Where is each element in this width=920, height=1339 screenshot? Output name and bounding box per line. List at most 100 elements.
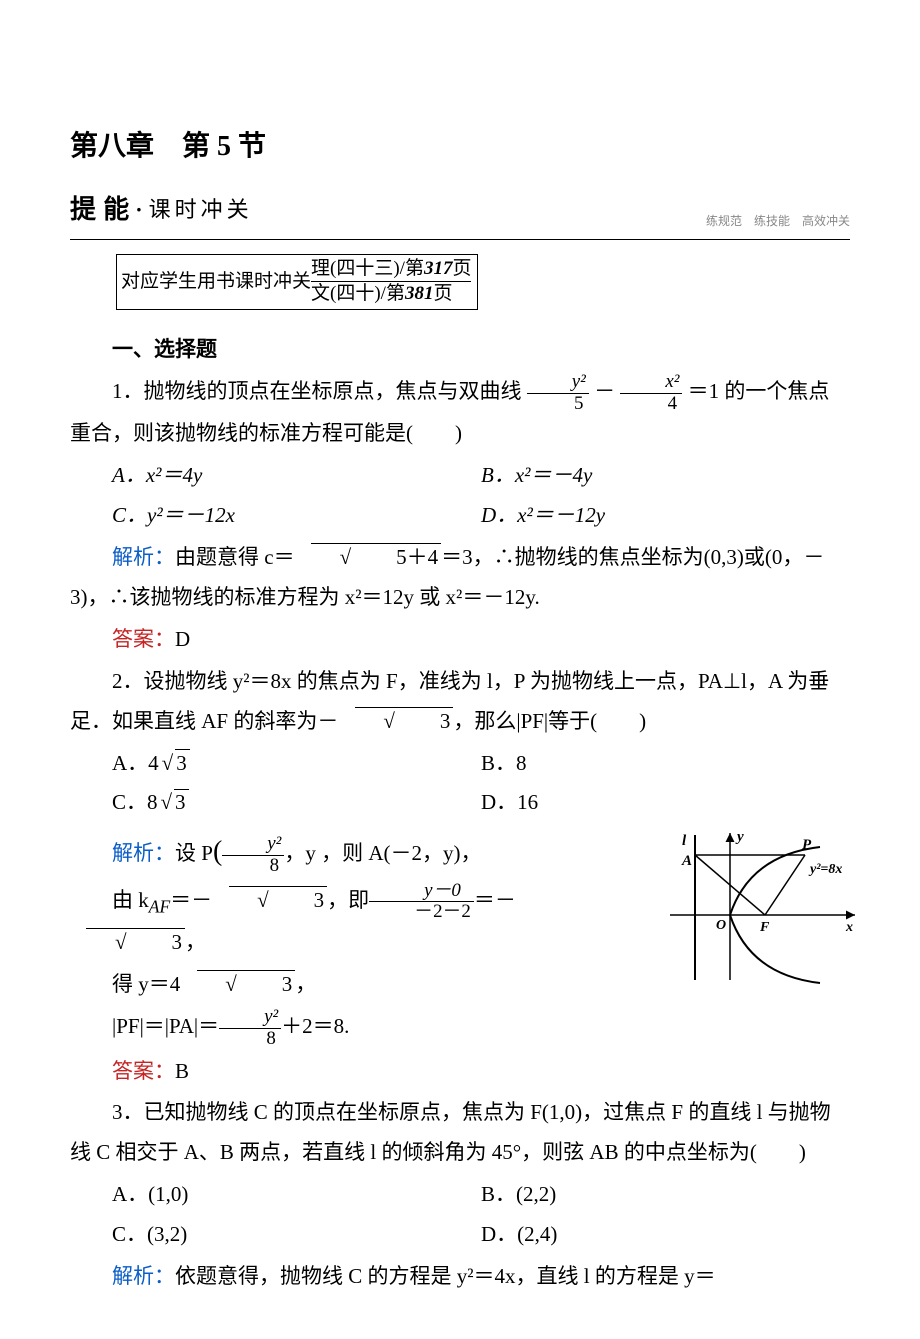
q1-ans-1: 由题意得 c＝ [175,545,295,569]
q2-analysis-l2: 由 kAF＝－3，即y－0－2－2＝－3， [70,881,610,963]
q2-pfnum: y² [219,1007,281,1029]
q2-ans-e: ，即 [327,888,369,912]
q2-optC: C．8 [112,790,158,814]
q3-ans: 依题意得，抛物线 C 的方程是 y²＝4x，直线 l 的方程是 y＝ [175,1264,716,1288]
q2-ans-g: ， [185,930,206,954]
label-x: x [845,920,853,935]
q3-options-row1: A．(1,0) B．(2,2) [112,1175,850,1215]
parabola-upper [730,847,820,915]
chapter-title: 第八章 第 5 节 [70,120,850,173]
q2-frac-pf: y²8 [219,1007,281,1050]
ref-p2: 381 [405,283,434,304]
section-1-title: 一、选择题 [70,330,850,370]
q2-pden: 8 [222,856,284,877]
parabola-figure: l y A P y²=8x O F x [660,825,860,985]
q2-analysis-l3: 得 y＝43， [70,965,610,1005]
ref-p1: 317 [424,258,453,279]
header-right: 练规范 练技能 高效冲关 [706,210,850,235]
q2-pfden: 8 [219,1029,281,1050]
q2-stem-2: ，那么|PF|等于( ) [453,709,646,733]
q1-minus: － [594,379,615,403]
q2-pf1: |PF|＝|PA|＝ [112,1014,219,1038]
q1-frac2: x² 4 [620,372,682,415]
q2-ans-d: ＝－ [170,888,212,912]
q2-final: 答案：B [70,1052,610,1092]
q2-ans-b: ，y ，则 A(－2，y)， [284,841,481,865]
q2-stem: 2．设抛物线 y²＝8x 的焦点为 F，准线为 l，P 为抛物线上一点，PA⊥l… [70,662,850,742]
q1-final: 答案：D [70,620,850,660]
label-O: O [716,918,726,933]
q2-ans-i: ， [295,972,316,996]
sqrt-icon: 3 [159,744,190,784]
q1-optA: A．x²＝4y [112,463,202,487]
ref-prefix: 对应学生用书课时冲关 [121,264,311,300]
q3-optB: B．(2,2) [481,1182,556,1206]
q2-optB: B．8 [481,751,527,775]
q1-frac1: y² 5 [527,372,589,415]
q1-ans-label: 解析： [112,545,175,569]
ref-l1c: 页 [452,258,471,279]
header-left: 提 能 · 课时冲关 [70,185,706,234]
q2-sub: AF [149,896,170,916]
q2-kden: －2－2 [369,902,474,923]
q2-options-row2: C．83 D．16 [112,783,850,823]
q2-analysis-l1: 解析：设 P(y²8，y ，则 A(－2，y)， [70,825,610,878]
sqrt-icon: 3 [70,923,185,963]
parabola-lower [730,915,820,983]
q1-optD: D．x²＝－12y [481,503,605,527]
q1-stem-1: 1．抛物线的顶点在坐标原点，焦点与双曲线 [112,379,522,403]
dot: · [135,189,142,231]
q2-optA: A．4 [112,751,159,775]
q2-ans-h: 得 y＝4 [112,972,180,996]
q1-final-val: D [175,627,190,651]
q1-optC: C．y²＝－12x [112,503,235,527]
ref-l2c: 页 [433,283,452,304]
ref-l1a: 理(四十三)/第 [311,258,424,279]
label-F: F [759,920,770,935]
sqrt-icon: 3 [338,702,453,742]
q1-frac2-den: 4 [620,394,682,415]
q2-options-row1: A．43 B．8 [112,744,850,784]
sqrt-icon: 3 [158,783,189,823]
q3-optD: D．(2,4) [481,1222,557,1246]
q2-knum: y－0 [369,881,474,903]
q1-options-row2: C．y²＝－12x D．x²＝－12y [112,496,850,536]
label-l: l [682,833,687,849]
q2-frac-p: y²8 [222,834,284,877]
q2-ans-label: 解析： [112,841,175,865]
q1-frac1-den: 5 [527,394,589,415]
q2-final-val: B [175,1059,189,1083]
q1-stem: 1．抛物线的顶点在坐标原点，焦点与双曲线 y² 5 － x² 4 ＝1 的一个焦… [70,372,850,454]
q2-ans-a: 设 P [175,841,213,865]
line-PF [765,855,805,915]
subtitle: 课时冲关 [149,189,253,231]
q3-optC: C．(3,2) [112,1222,187,1246]
tineng-label: 提 能 [70,185,129,234]
sqrt-icon: 5＋4 [295,538,442,578]
section-header: 提 能 · 课时冲关 练规范 练技能 高效冲关 [70,185,850,239]
q2-frac-k: y－0－2－2 [369,881,474,924]
q1-frac2-num: x² [620,372,682,394]
label-yeq: y²=8x [808,862,842,877]
q2-pf2: ＋2＝8. [281,1014,349,1038]
q3-optA: A．(1,0) [112,1182,188,1206]
q3-ans-label: 解析： [112,1264,175,1288]
ref-l2a: 文(四十)/第 [311,283,405,304]
q3-analysis: 解析：依题意得，抛物线 C 的方程是 y²＝4x，直线 l 的方程是 y＝ [70,1257,850,1297]
label-y: y [735,829,744,845]
q2-analysis-l4: |PF|＝|PA|＝y²8＋2＝8. [70,1007,610,1050]
q2-ans-f: ＝－ [474,888,516,912]
q2-pnum: y² [222,834,284,856]
q3-stem: 3．已知抛物线 C 的顶点在坐标原点，焦点为 F(1,0)，过焦点 F 的直线 … [70,1093,850,1173]
label-P: P [802,837,812,853]
q1-frac1-num: y² [527,372,589,394]
q2-optD: D．16 [481,790,538,814]
sqrt-icon: 3 [212,881,327,921]
q2-analysis-wrap: 解析：设 P(y²8，y ，则 A(－2，y)， 由 kAF＝－3，即y－0－2… [70,825,850,1091]
q1-optB: B．x²＝－4y [481,463,592,487]
sqrt-icon: 3 [180,965,295,1005]
q3-options-row2: C．(3,2) D．(2,4) [112,1215,850,1255]
reference-box: 对应学生用书课时冲关 理(四十三)/第317页 文(四十)/第381页 [116,254,478,310]
q1-options-row1: A．x²＝4y B．x²＝－4y [112,456,850,496]
q1-analysis: 解析：由题意得 c＝5＋4＝3，∴抛物线的焦点坐标为(0,3)或(0，－3)，∴… [70,538,850,618]
